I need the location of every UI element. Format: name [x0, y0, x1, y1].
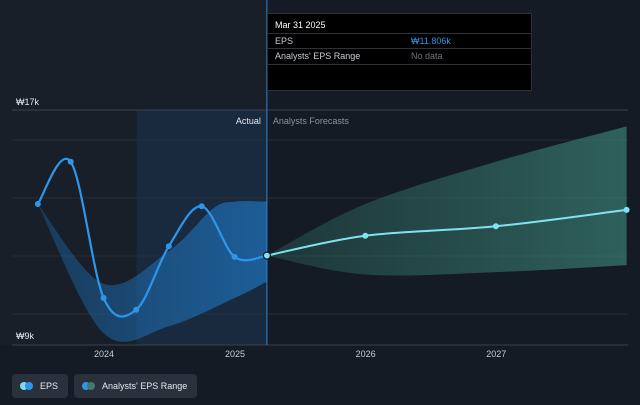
eps-range-legend-icon [82, 382, 96, 390]
legend-item-eps-range[interactable]: Analysts' EPS Range [74, 374, 198, 398]
eps-forecast-line [266, 208, 627, 257]
eps-actual-point[interactable] [133, 306, 140, 313]
tooltip-range-row: Analysts' EPS Range No data [268, 48, 531, 65]
eps-data-points [34, 158, 630, 313]
legend-eps-label: EPS [40, 381, 59, 391]
tooltip-eps-row: EPS ₩11.806k [268, 33, 531, 49]
eps-actual-point[interactable] [100, 295, 107, 301]
legend-range-label: Analysts' EPS Range [102, 381, 188, 391]
y-axis-bottom-label: ₩9k [16, 331, 35, 341]
actual-section-label: Actual [236, 116, 261, 126]
tooltip-date: Mar 31 2025 [275, 20, 326, 30]
eps-actual-point[interactable] [231, 253, 238, 260]
forecast-section-label: Analysts Forecasts [273, 116, 350, 126]
eps-actual-point[interactable] [165, 243, 172, 250]
eps-actual-point[interactable] [198, 203, 205, 210]
eps-actual-point[interactable] [67, 158, 74, 165]
legend-item-eps[interactable]: EPS [12, 374, 69, 398]
eps-latest-point[interactable] [262, 251, 271, 260]
chart-legend: EPS Analysts' EPS Range [12, 374, 198, 398]
hover-tooltip: Mar 31 2025 EPS ₩11.806k Analysts' EPS R… [267, 13, 532, 91]
x-axis-ticks: 2024 2025 2026 2027 [94, 349, 506, 359]
tooltip-eps-label: EPS [275, 36, 294, 46]
eps-forecast-point[interactable] [623, 206, 630, 213]
x-tick-label: 2024 [94, 349, 114, 359]
tooltip-eps-value: ₩11.806k [411, 36, 451, 46]
x-tick-label: 2026 [356, 349, 376, 359]
y-axis-top-label: ₩17k [16, 97, 40, 107]
eps-actual-point[interactable] [34, 201, 41, 207]
eps-legend-icon [20, 382, 34, 390]
eps-forecast-point[interactable] [362, 232, 369, 239]
historic-eps-range-band [37, 201, 267, 342]
x-tick-label: 2025 [225, 349, 245, 359]
eps-forecast-point[interactable] [492, 223, 499, 230]
x-tick-label: 2027 [486, 349, 506, 359]
tooltip-range-label: Analysts' EPS Range [275, 51, 361, 61]
forecast-eps-range-band [266, 126, 627, 276]
tooltip-range-value: No data [411, 51, 443, 61]
